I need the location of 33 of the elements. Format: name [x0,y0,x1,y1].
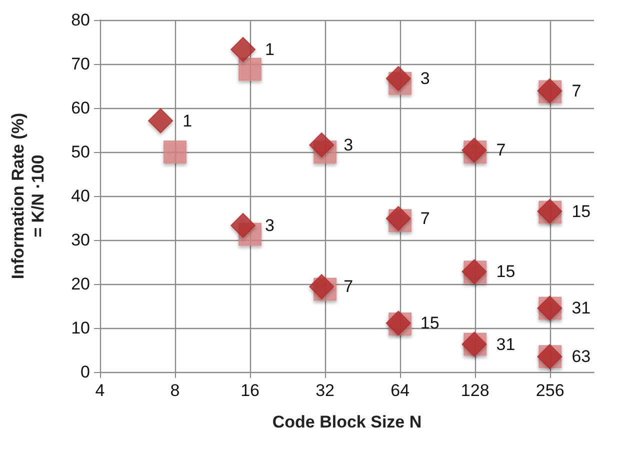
y-tick-label: 80 [71,10,90,30]
y-tick-label: 50 [71,142,90,162]
annotation: 3 [420,69,430,88]
y-tick-label: 70 [71,54,90,74]
x-tick-label: 8 [170,381,180,400]
annotation: 3 [344,135,354,154]
x-tick-label: 256 [536,381,564,400]
y-tick-label: 30 [71,230,90,250]
x-tick-label: 4 [95,381,105,400]
y-tick-label: 10 [71,318,90,338]
x-tick-label: 16 [240,381,260,400]
x-axis-title: Code Block Size N [272,412,422,432]
x-tick-label: 128 [460,381,490,400]
annotation: 3 [265,216,275,235]
y-tick-label: 40 [71,186,90,206]
annotation: 7 [344,277,354,296]
y-axis-title: Information Rate (%) = K/N ·100 [8,112,48,280]
annotation: 1 [265,40,275,59]
annotation: 15 [496,262,516,282]
annotation: 15 [572,202,591,221]
annotation: 63 [572,347,591,366]
annotation: 15 [420,314,440,333]
annotation: 1 [182,111,192,130]
annotation: 31 [572,298,591,318]
x-tick-label: 32 [316,381,335,400]
y-tick-label: 0 [80,362,90,382]
x-tick-label: 64 [390,381,410,400]
y-tick-label: 20 [71,274,90,294]
annotation: 7 [496,140,506,160]
annotation: 7 [420,208,430,228]
annotation: 31 [496,334,516,354]
y-tick-label: 60 [71,98,90,118]
annotation: 7 [572,81,582,100]
